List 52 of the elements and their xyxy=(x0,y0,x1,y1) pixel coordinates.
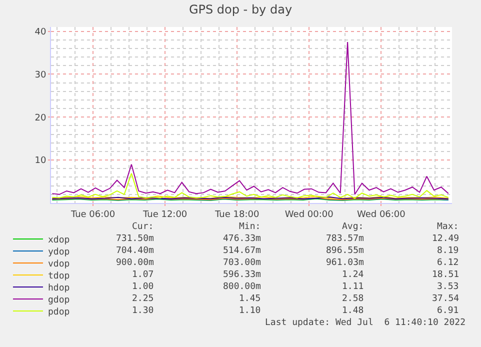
text: 896.55m xyxy=(326,246,364,256)
text: Last update: Wed Jul 6 11:40:10 2022 xyxy=(265,318,466,328)
y-tick-label: 40 xyxy=(34,27,46,38)
legend-label: tdop xyxy=(48,272,70,282)
text: Min: xyxy=(239,222,261,232)
text: 1.11 xyxy=(342,282,364,292)
x-tick-label: Wed 00:00 xyxy=(284,210,334,220)
x-tick-label: Tue 12:00 xyxy=(142,210,188,220)
text: Avg: xyxy=(342,222,364,232)
text: 596.33m xyxy=(223,270,261,280)
text: 6.12 xyxy=(437,258,459,268)
text: 1.07 xyxy=(132,270,154,280)
text: 3.53 xyxy=(437,282,459,292)
text: 514.67m xyxy=(223,246,261,256)
text: 703.00m xyxy=(223,258,261,268)
text: 18.51 xyxy=(432,270,460,280)
y-tick-label: 30 xyxy=(34,70,46,80)
text: 704.40m xyxy=(116,246,154,256)
text: 900.00m xyxy=(116,258,154,268)
text: 1.10 xyxy=(239,306,261,316)
text: 961.03m xyxy=(326,258,364,268)
text: 800.00m xyxy=(223,282,261,292)
legend-label: gdop xyxy=(48,296,70,306)
text: 1.24 xyxy=(342,270,364,280)
legend-label: ydop xyxy=(48,248,70,258)
line-series xyxy=(52,42,449,195)
legend-label: pdop xyxy=(48,308,70,318)
text: 6.91 xyxy=(437,306,459,316)
y-tick-label: 20 xyxy=(34,113,46,124)
text: 783.57m xyxy=(326,234,364,244)
text: 731.50m xyxy=(116,234,154,244)
text: 37.54 xyxy=(432,294,460,304)
text: Max: xyxy=(437,222,459,232)
text: 1.45 xyxy=(239,294,261,304)
y-tick-label: 10 xyxy=(34,156,46,166)
x-tick-label: Tue 18:00 xyxy=(214,210,260,220)
chart-title: GPS dop - by day xyxy=(188,2,292,16)
line-series xyxy=(52,172,449,199)
text: 1.48 xyxy=(342,306,364,316)
text: 1.00 xyxy=(132,282,154,292)
legend-label: vdop xyxy=(48,260,70,270)
text: 476.33m xyxy=(223,234,261,244)
legend-label: xdop xyxy=(48,236,70,246)
text: Cur: xyxy=(132,222,154,232)
x-tick-label: Wed 06:00 xyxy=(356,210,406,220)
text: 8.19 xyxy=(437,246,459,256)
x-tick-label: Tue 06:00 xyxy=(70,210,116,220)
text: 2.58 xyxy=(342,294,364,304)
text: 1.30 xyxy=(132,306,154,316)
text: 12.49 xyxy=(432,234,460,244)
text: 2.25 xyxy=(132,294,154,304)
legend-label: hdop xyxy=(48,284,70,294)
